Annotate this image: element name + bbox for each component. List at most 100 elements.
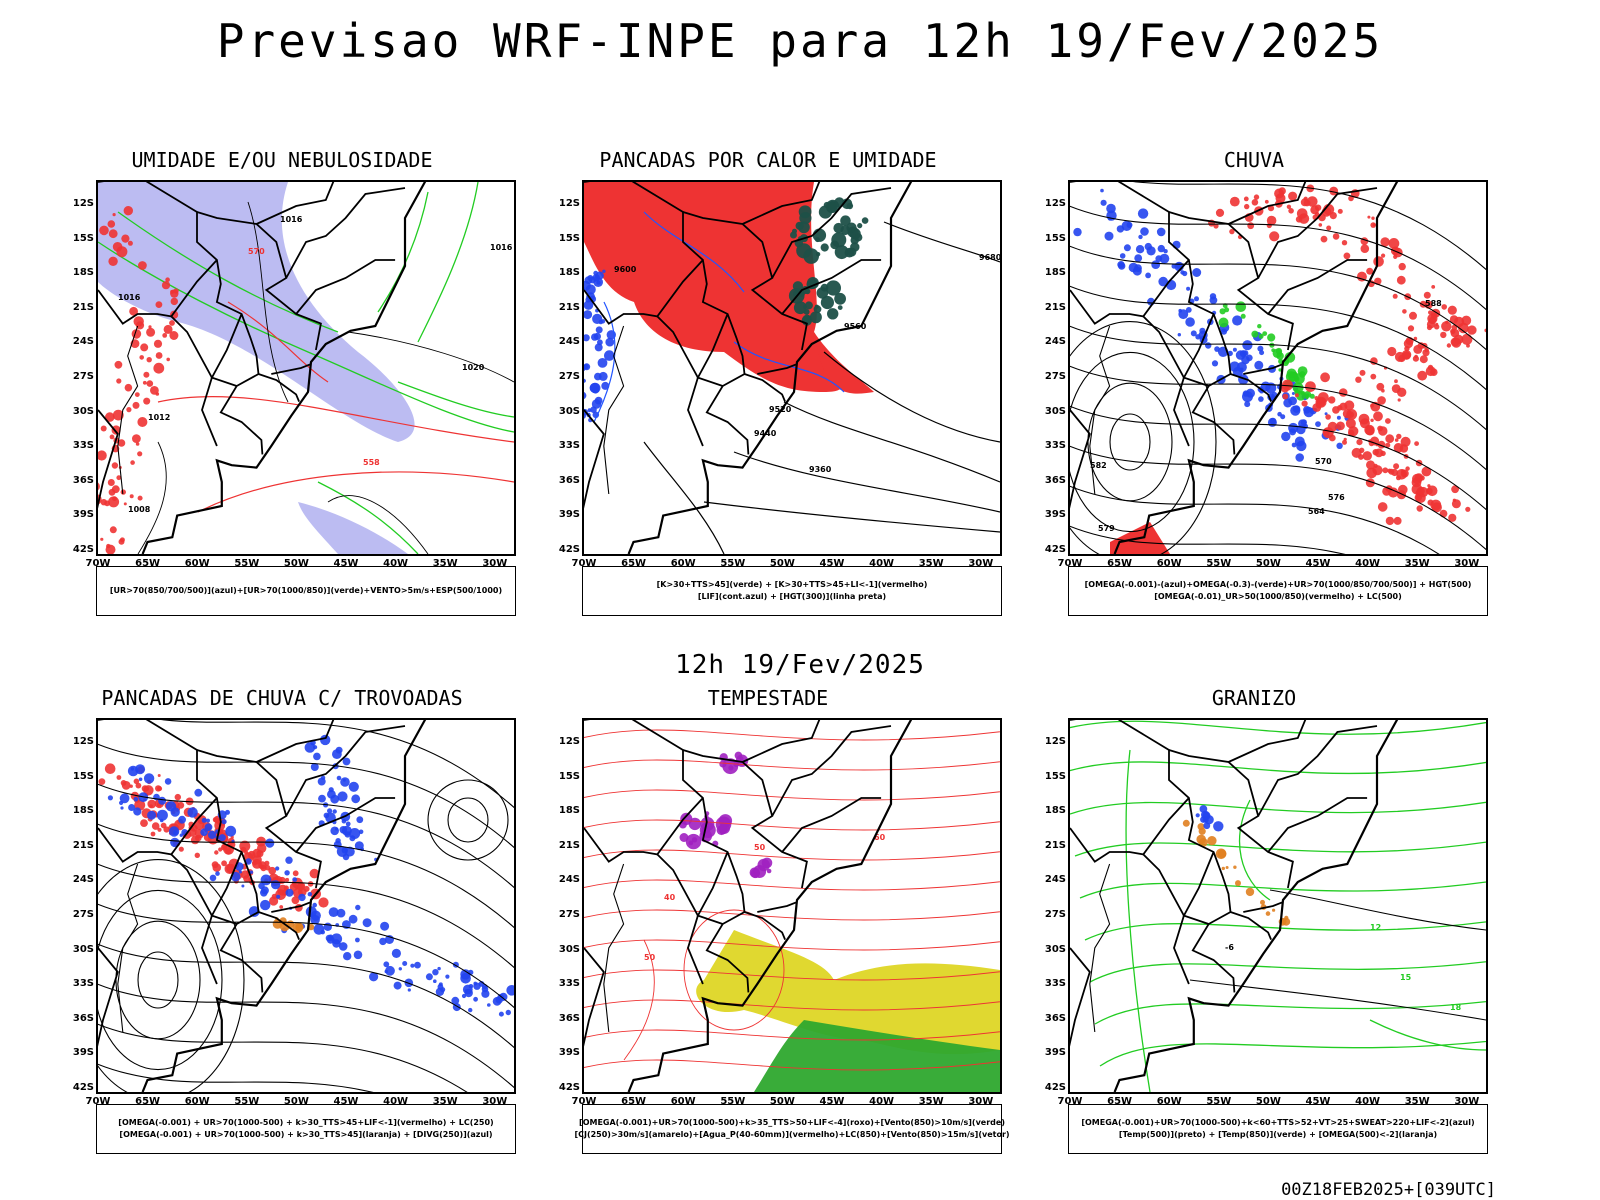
latitude-tick-label: 42S (1044, 544, 1066, 555)
longitude-tick-label: 40W (1355, 558, 1381, 569)
latitude-tick-label: 24S (1044, 336, 1066, 348)
latitude-tick-label: 33S (1044, 440, 1066, 452)
longitude-tick-label: 45W (1305, 558, 1331, 569)
svg-text:40: 40 (664, 893, 676, 902)
longitude-tick-label: 55W (234, 558, 260, 569)
longitude-tick-label: 65W (135, 558, 161, 569)
latitude-tick-label: 21S (72, 839, 94, 851)
latitude-tick-label: 18S (1044, 267, 1066, 279)
longitude-tick-label: 35W (1404, 1096, 1430, 1107)
latitude-tick-label: 12S (72, 736, 94, 747)
latitude-tick-label: 27S (1044, 909, 1066, 920)
latitude-tick-label: 18S (1044, 805, 1066, 817)
latitude-tick-label: 39S (1044, 509, 1066, 521)
latitude-tick-label: 39S (558, 509, 580, 521)
longitude-tick-label: 45W (819, 1096, 845, 1107)
svg-text:582: 582 (1090, 461, 1107, 470)
svg-text:50: 50 (754, 843, 766, 852)
longitude-tick-label: 60W (184, 558, 210, 569)
legend-line: [CJ(250)>30m/s](amarelo)+[Agua_P(40-60mm… (574, 1130, 1010, 1139)
legend-line: [OMEGA(-0.001) + UR>70(1000-500) + k>30_… (119, 1130, 493, 1139)
latitude-tick-label: 21S (1044, 839, 1066, 851)
longitude-tick-label: 35W (432, 1096, 458, 1107)
longitude-tick-label: 70W (571, 1096, 597, 1107)
latitude-tick-label: 36S (558, 1012, 580, 1024)
svg-text:1016: 1016 (490, 243, 513, 252)
longitude-tick-label: 40W (869, 558, 895, 569)
latitude-tick-label: 33S (558, 440, 580, 452)
latitude-tick-label: 27S (72, 909, 94, 920)
longitude-tick-label: 70W (1057, 1096, 1083, 1107)
longitude-tick-label: 30W (968, 558, 994, 569)
latitude-tick-label: 15S (72, 232, 94, 244)
longitude-tick-label: 60W (184, 1096, 210, 1107)
longitude-tick-label: 50W (283, 1096, 309, 1107)
longitude-tick-label: 40W (383, 558, 409, 569)
latitude-tick-label: 42S (72, 1082, 94, 1093)
longitude-tick-label: 50W (769, 558, 795, 569)
latitude-tick-label: 15S (72, 770, 94, 782)
svg-text:60: 60 (874, 833, 886, 842)
latitude-tick-label: 36S (1044, 474, 1066, 486)
panel-title: UMIDADE E/OU NEBULOSIDADE (131, 148, 433, 172)
latitude-tick-label: 36S (558, 474, 580, 486)
legend-line: [K>30+TTS>45](verde) + [K>30+TTS>45+LI<-… (656, 580, 928, 589)
longitude-tick-label: 70W (1057, 558, 1083, 569)
forecast-time-label: 12h 19/Fev/2025 (675, 650, 925, 680)
latitude-tick-label: 21S (558, 301, 580, 313)
latitude-tick-label: 30S (1044, 943, 1066, 955)
latitude-tick-label: 24S (558, 874, 580, 886)
svg-text:579: 579 (1098, 524, 1115, 533)
latitude-tick-label: 15S (558, 232, 580, 244)
longitude-tick-label: 70W (85, 1096, 111, 1107)
latitude-tick-label: 33S (558, 978, 580, 990)
longitude-tick-label: 60W (1156, 558, 1182, 569)
weather-map (96, 718, 516, 1094)
latitude-tick-label: 12S (558, 736, 580, 747)
panel-legend: [OMEGA(-0.001)+UR>70(1000-500)+k<60+TTS>… (1068, 1104, 1488, 1154)
longitude-tick-label: 45W (333, 558, 359, 569)
latitude-tick-label: 24S (72, 336, 94, 348)
longitude-tick-label: 40W (383, 1096, 409, 1107)
longitude-tick-label: 35W (1404, 558, 1430, 569)
svg-text:1008: 1008 (128, 505, 151, 514)
longitude-tick-label: 35W (432, 558, 458, 569)
latitude-tick-label: 18S (558, 805, 580, 817)
longitude-tick-label: 45W (1305, 1096, 1331, 1107)
longitude-tick-label: 60W (1156, 1096, 1182, 1107)
longitude-tick-label: 30W (1454, 558, 1480, 569)
longitude-tick-label: 50W (1255, 558, 1281, 569)
latitude-tick-label: 36S (72, 1012, 94, 1024)
latitude-tick-label: 21S (1044, 301, 1066, 313)
latitude-tick-label: 12S (558, 198, 580, 209)
svg-text:558: 558 (363, 458, 380, 467)
longitude-tick-label: 55W (1206, 558, 1232, 569)
latitude-tick-label: 27S (1044, 371, 1066, 382)
svg-text:1016: 1016 (280, 215, 303, 224)
longitude-tick-label: 45W (819, 558, 845, 569)
panel-legend: [OMEGA(-0.001)-(azul)+OMEGA(-0.3)-(verde… (1068, 566, 1488, 616)
latitude-tick-label: 30S (558, 405, 580, 417)
weather-map: 40 50 60 50 (582, 718, 1002, 1094)
svg-text:18: 18 (1450, 1003, 1462, 1012)
latitude-tick-label: 33S (1044, 978, 1066, 990)
svg-text:1020: 1020 (462, 363, 485, 372)
longitude-tick-label: 60W (670, 558, 696, 569)
panel-humidity: UMIDADE E/OU NEBULOSIDADE 1016 1016 1016 102… (42, 148, 522, 628)
latitude-tick-label: 30S (72, 943, 94, 955)
longitude-tick-label: 30W (482, 1096, 508, 1107)
panel-title: TEMPESTADE (707, 686, 829, 710)
main-title: Previsao WRF-INPE para 12h 19/Fev/2025 (216, 14, 1384, 68)
legend-line: [Temp(500)](preto) + [Temp(850)](verde) … (1118, 1130, 1438, 1139)
latitude-tick-label: 18S (72, 805, 94, 817)
map-graphics: 40 50 60 50 (584, 720, 1000, 1092)
latitude-tick-label: 30S (1044, 405, 1066, 417)
latitude-tick-label: 30S (72, 405, 94, 417)
svg-text:50: 50 (644, 953, 656, 962)
svg-text:570: 570 (248, 247, 265, 256)
map-graphics: 1016 1016 1016 1020 1008 1012 570 558 (98, 182, 514, 554)
panel-rain: CHUVA 588 582 570 576 564 579 12S 15S 18S 21S 24S 27… (1014, 148, 1494, 628)
panel-hail: GRANIZO -6 12 15 18 12S 15S 18S 21S 24S 27S 30S 33S 3… (1014, 686, 1494, 1166)
